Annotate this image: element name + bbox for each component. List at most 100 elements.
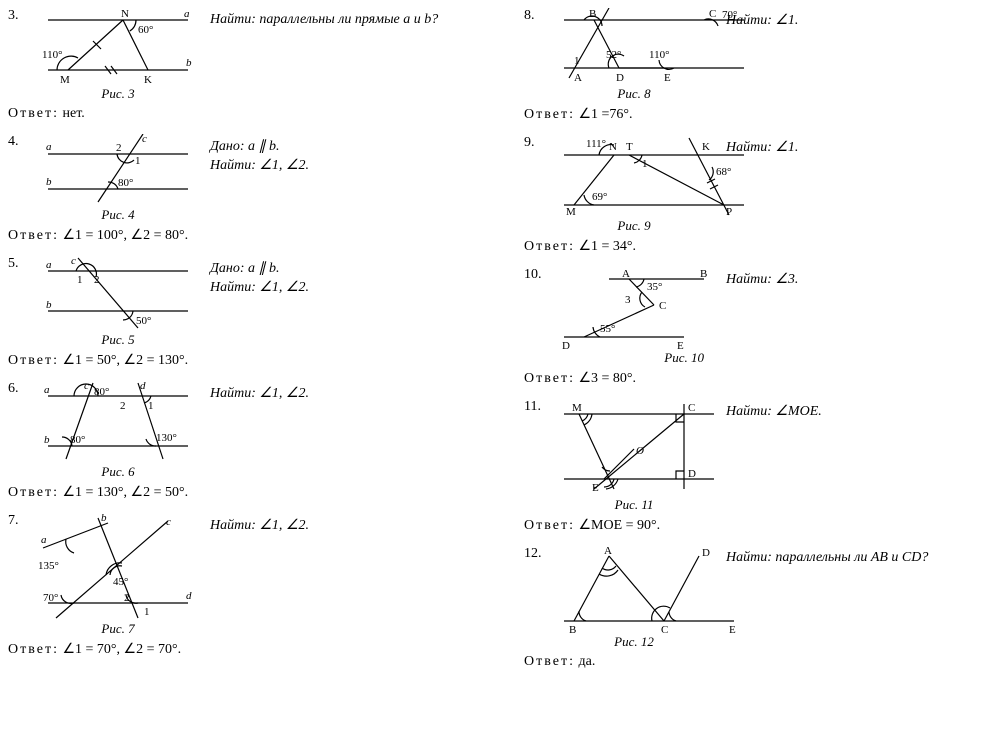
figure-3: N a b M K 60° 110° Рис. 3 [38,8,198,102]
svg-text:2: 2 [116,142,122,154]
svg-text:N: N [121,8,129,20]
svg-text:b: b [44,434,50,446]
svg-text:80°: 80° [70,434,85,446]
svg-text:80°: 80° [94,386,109,398]
task-text: Найти: ∠1, ∠2. [210,513,309,536]
svg-text:130°: 130° [156,432,177,444]
svg-text:55°: 55° [600,323,615,335]
svg-text:M: M [60,74,70,86]
problem-11: 11. [524,399,1000,544]
svg-text:1: 1 [642,158,648,170]
svg-text:C: C [709,8,716,20]
svg-text:c: c [84,381,89,392]
figure-8: B C A D E 1 52° 110° 70° Рис. 8 [554,8,714,102]
svg-text:50°: 50° [136,315,151,327]
task-text: Найти: параллельны ли прямые a и b? [210,8,438,30]
svg-text:3: 3 [625,294,631,306]
svg-text:2: 2 [120,400,126,412]
problem-3: 3. [8,8,484,132]
svg-text:b: b [46,176,52,188]
svg-text:110°: 110° [42,49,63,61]
problem-number: 7. [8,513,26,529]
answer: Ответ: нет. [8,106,484,122]
right-column: 8. [524,8,1000,680]
svg-text:d: d [186,590,192,602]
figure-caption: Рис. 10 [554,350,714,366]
left-column: 3. [8,8,484,680]
problem-4: 4. a b c 1 [8,134,484,254]
figure-4: a b c 1 2 80° Рис. 4 [38,134,198,223]
figure-caption: Рис. 4 [38,207,198,223]
figure-caption: Рис. 7 [38,621,198,637]
svg-text:60°: 60° [138,24,153,36]
svg-text:1: 1 [574,55,580,67]
task-text: Найти: ∠MOE. [726,399,822,422]
problem-7: 7. [8,513,484,668]
task-text: Найти: ∠1. [726,8,798,31]
problem-number: 6. [8,381,26,397]
figure-10: A B C D E 3 35° 55° Рис. 10 [554,267,714,366]
answer: Ответ: да. [524,654,1000,670]
task-text: Найти: параллельны ли AB и CD? [726,546,928,568]
task-text: Найти: ∠1. [726,135,798,158]
task-text: Дано: a ∥ b. Найти: ∠1, ∠2. [210,134,309,176]
problem-12: 12. [524,546,1000,680]
task-text: Найти: ∠1, ∠2. [210,381,309,404]
svg-text:E: E [729,624,736,636]
svg-text:2: 2 [124,592,130,604]
figure-5: a b c 1 2 50° Рис. 5 [38,256,198,348]
figure-caption: Рис. 12 [554,634,714,650]
svg-text:M: M [566,206,576,218]
svg-text:d: d [140,381,146,392]
svg-text:A: A [604,546,612,557]
figure-6: a b c d 1 2 80° 80° 130° Рис. 6 [38,381,198,480]
svg-text:D: D [616,72,624,84]
svg-text:a: a [44,384,50,396]
answer: Ответ: ∠1 =76°. [524,106,1000,123]
answer: Ответ: ∠1 = 100°, ∠2 = 80°. [8,227,484,244]
answer: Ответ: ∠1 = 34°. [524,238,1000,255]
figure-9: M N T K P 1 111° 68° 69° Рис. 9 [554,135,714,234]
svg-text:a: a [41,534,47,546]
svg-text:1: 1 [135,155,141,167]
problem-9: 9. [524,135,1000,265]
svg-text:M: M [572,402,582,414]
svg-text:E: E [664,72,671,84]
svg-text:K: K [702,141,710,153]
svg-text:b: b [186,57,192,69]
svg-text:69°: 69° [592,191,607,203]
svg-text:N: N [609,141,617,153]
svg-text:111°: 111° [586,138,606,150]
svg-text:1: 1 [77,274,83,286]
figure-11: M C D E O Рис. 11 [554,399,714,513]
svg-text:B: B [569,624,576,636]
svg-text:B: B [589,8,596,20]
figure-caption: Рис. 5 [38,332,198,348]
problem-number: 10. [524,267,542,283]
svg-text:b: b [101,513,107,524]
svg-text:b: b [46,299,52,311]
svg-text:135°: 135° [38,560,59,572]
svg-text:D: D [562,340,570,352]
problem-number: 9. [524,135,542,151]
svg-text:C: C [661,624,668,636]
svg-text:O: O [636,445,644,457]
answer: Ответ: ∠1 = 70°, ∠2 = 70°. [8,641,484,658]
svg-text:c: c [71,256,76,267]
svg-text:2: 2 [94,274,100,286]
svg-text:80°: 80° [118,177,133,189]
svg-text:a: a [184,8,190,20]
svg-text:E: E [592,482,599,494]
figure-caption: Рис. 11 [554,497,714,513]
figure-caption: Рис. 3 [38,86,198,102]
svg-text:c: c [166,516,171,528]
svg-text:1: 1 [148,400,154,412]
svg-text:C: C [688,402,695,414]
figure-7: a b c d 1 2 135° 45° 70° Рис. 7 [38,513,198,637]
svg-text:a: a [46,259,52,271]
problem-5: 5. a b c 1 [8,256,484,379]
problem-number: 4. [8,134,26,150]
answer: Ответ: ∠1 = 50°, ∠2 = 130°. [8,352,484,369]
svg-text:T: T [626,141,633,153]
answer: Ответ: ∠MOE = 90°. [524,517,1000,534]
